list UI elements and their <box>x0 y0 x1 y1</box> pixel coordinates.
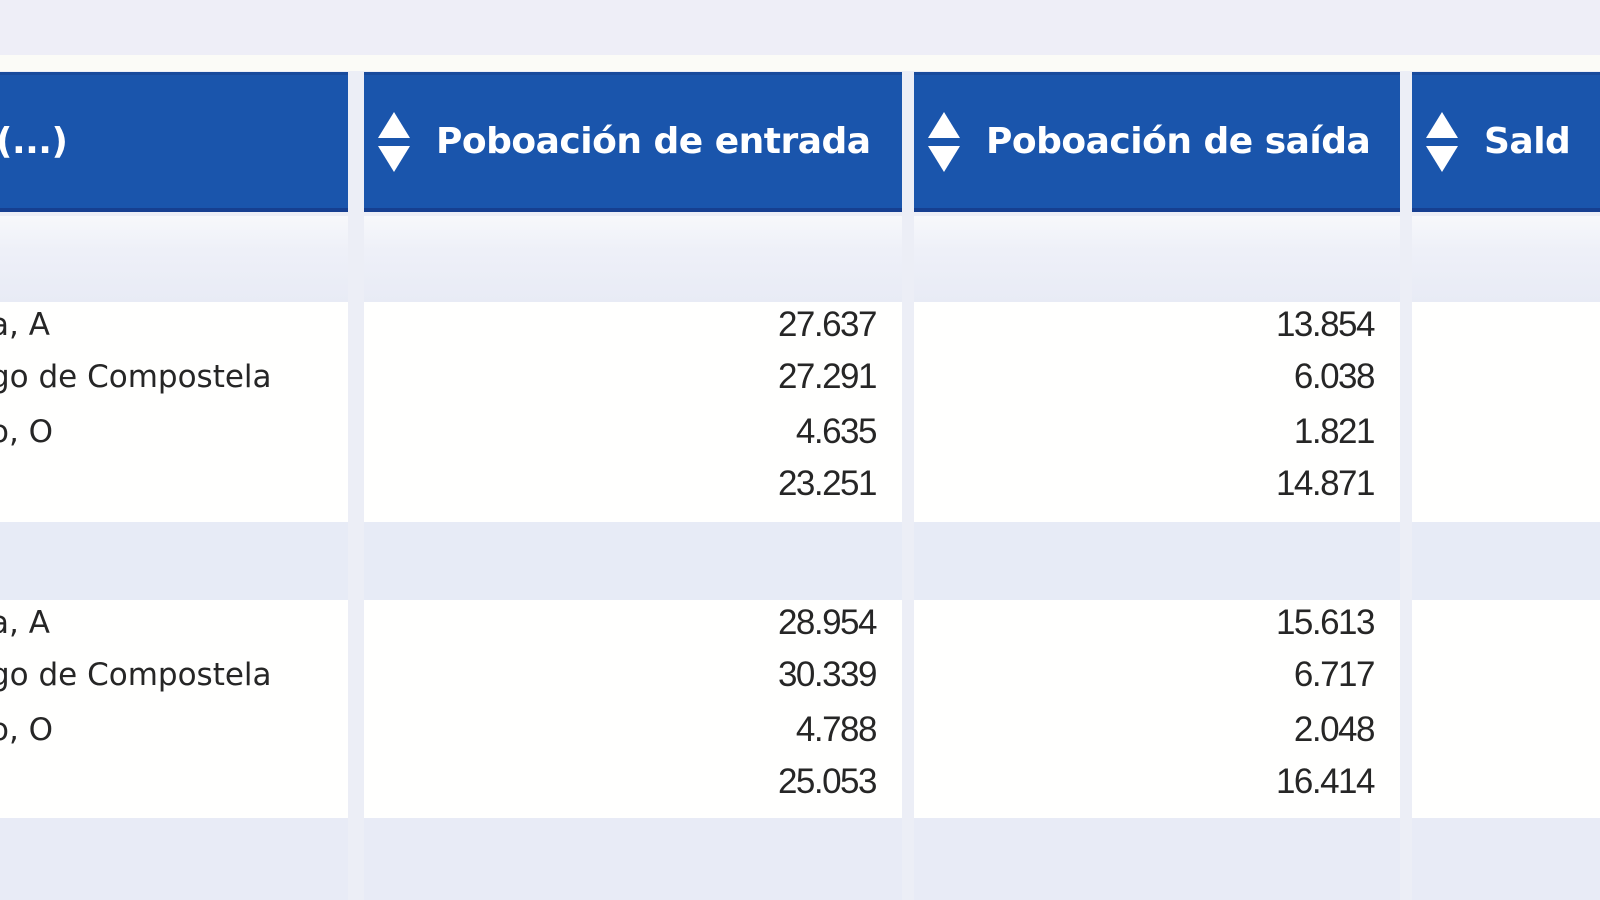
group-separator <box>914 216 1400 302</box>
group-separator <box>0 818 348 900</box>
column-entrada: Poboación de entrada 27.637 27.291 4.635… <box>364 0 902 900</box>
group-separator <box>914 522 1400 600</box>
table-cell-entrada: 27.637 <box>777 305 878 344</box>
header-top-divider <box>0 55 1600 71</box>
table-cell-name <box>0 457 348 511</box>
table-cell-saida: 14.871 <box>1275 464 1376 503</box>
table-cell-name: a, A <box>0 605 50 641</box>
row-group-2: 28.954 30.339 4.788 25.053 <box>364 600 902 818</box>
sort-up-down-icon[interactable] <box>376 110 412 174</box>
row-group-2: 15.613 6.717 2.048 16.414 <box>914 600 1400 818</box>
table-cell-saida: 2.048 <box>1293 710 1376 749</box>
group-separator <box>364 522 902 600</box>
table-cell-name: o, O <box>0 414 54 450</box>
column-header-saldo[interactable]: Sald <box>1412 72 1600 212</box>
column-header-entrada[interactable]: Poboación de entrada <box>364 72 902 212</box>
table-cell-entrada: 25.053 <box>777 762 878 801</box>
column-header-label: Sald <box>1484 121 1571 162</box>
table-cell-saida: 6.038 <box>1293 357 1376 396</box>
column-header-label: Poboación de entrada <box>436 121 871 162</box>
column-header-label: (...) <box>0 121 68 162</box>
table-cell-entrada: 30.339 <box>777 655 878 694</box>
sort-up-down-icon[interactable] <box>926 110 962 174</box>
table-cell-name: a, A <box>0 307 50 343</box>
group-separator <box>364 818 902 900</box>
table-cell-entrada: 23.251 <box>777 464 878 503</box>
table-cell-saida: 13.854 <box>1275 305 1376 344</box>
table-cell-name: go de Compostela <box>0 657 272 693</box>
sort-up-down-icon[interactable] <box>1424 110 1460 174</box>
row-group-1: 13.854 6.038 1.821 14.871 <box>914 302 1400 522</box>
row-group-2 <box>1412 600 1600 818</box>
group-separator <box>1412 216 1600 302</box>
group-separator <box>0 522 348 600</box>
table-cell-saida: 15.613 <box>1275 603 1376 642</box>
table-cell-entrada: 4.788 <box>795 710 878 749</box>
group-separator <box>1412 522 1600 600</box>
row-group-1 <box>1412 302 1600 522</box>
group-separator <box>1412 818 1600 900</box>
row-group-1: a, A go de Compostela o, O <box>0 302 348 522</box>
table-cell-name: o, O <box>0 712 54 748</box>
column-saida: Poboación de saída 13.854 6.038 1.821 14… <box>914 0 1400 900</box>
top-band <box>0 0 1600 62</box>
column-header-saida[interactable]: Poboación de saída <box>914 72 1400 212</box>
column-saldo: Sald <box>1412 0 1600 900</box>
column-header-label: Poboación de saída <box>986 121 1371 162</box>
group-separator <box>914 818 1400 900</box>
table-cell-entrada: 4.635 <box>795 412 878 451</box>
group-separator <box>0 216 348 302</box>
table-cell-saida: 6.717 <box>1293 655 1376 694</box>
table-cell-saida: 16.414 <box>1275 762 1376 801</box>
row-group-2: a, A go de Compostela o, O <box>0 600 348 818</box>
table-cell-saida: 1.821 <box>1293 412 1376 451</box>
row-group-1: 27.637 27.291 4.635 23.251 <box>364 302 902 522</box>
table-cell-name: go de Compostela <box>0 359 272 395</box>
column-name: (...) a, A go de Compostela o, O a, A go… <box>0 0 348 900</box>
group-separator <box>364 216 902 302</box>
table-cell-entrada: 27.291 <box>777 357 878 396</box>
table-cell-entrada: 28.954 <box>777 603 878 642</box>
table-cell-name <box>0 755 348 809</box>
column-header-name[interactable]: (...) <box>0 72 348 212</box>
